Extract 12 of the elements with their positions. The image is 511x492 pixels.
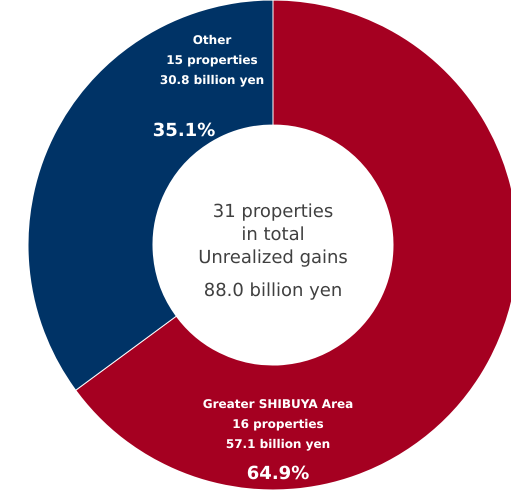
- data-label: 35.1%: [152, 120, 216, 141]
- text: 16 properties: [232, 417, 324, 431]
- text: 15 properties: [166, 53, 258, 67]
- text: 88.0 billion yen: [204, 280, 342, 301]
- slice-label: Greater SHIBUYA Area: [202, 397, 354, 411]
- text: 31 properties: [212, 201, 334, 222]
- text: 30.8 billion yen: [160, 73, 264, 87]
- text: 57.1 billion yen: [226, 437, 330, 451]
- text: Unrealized gains: [198, 247, 348, 268]
- data-label: 64.9%: [246, 463, 310, 484]
- slice-label: Other: [192, 33, 232, 47]
- text: in total: [241, 224, 305, 245]
